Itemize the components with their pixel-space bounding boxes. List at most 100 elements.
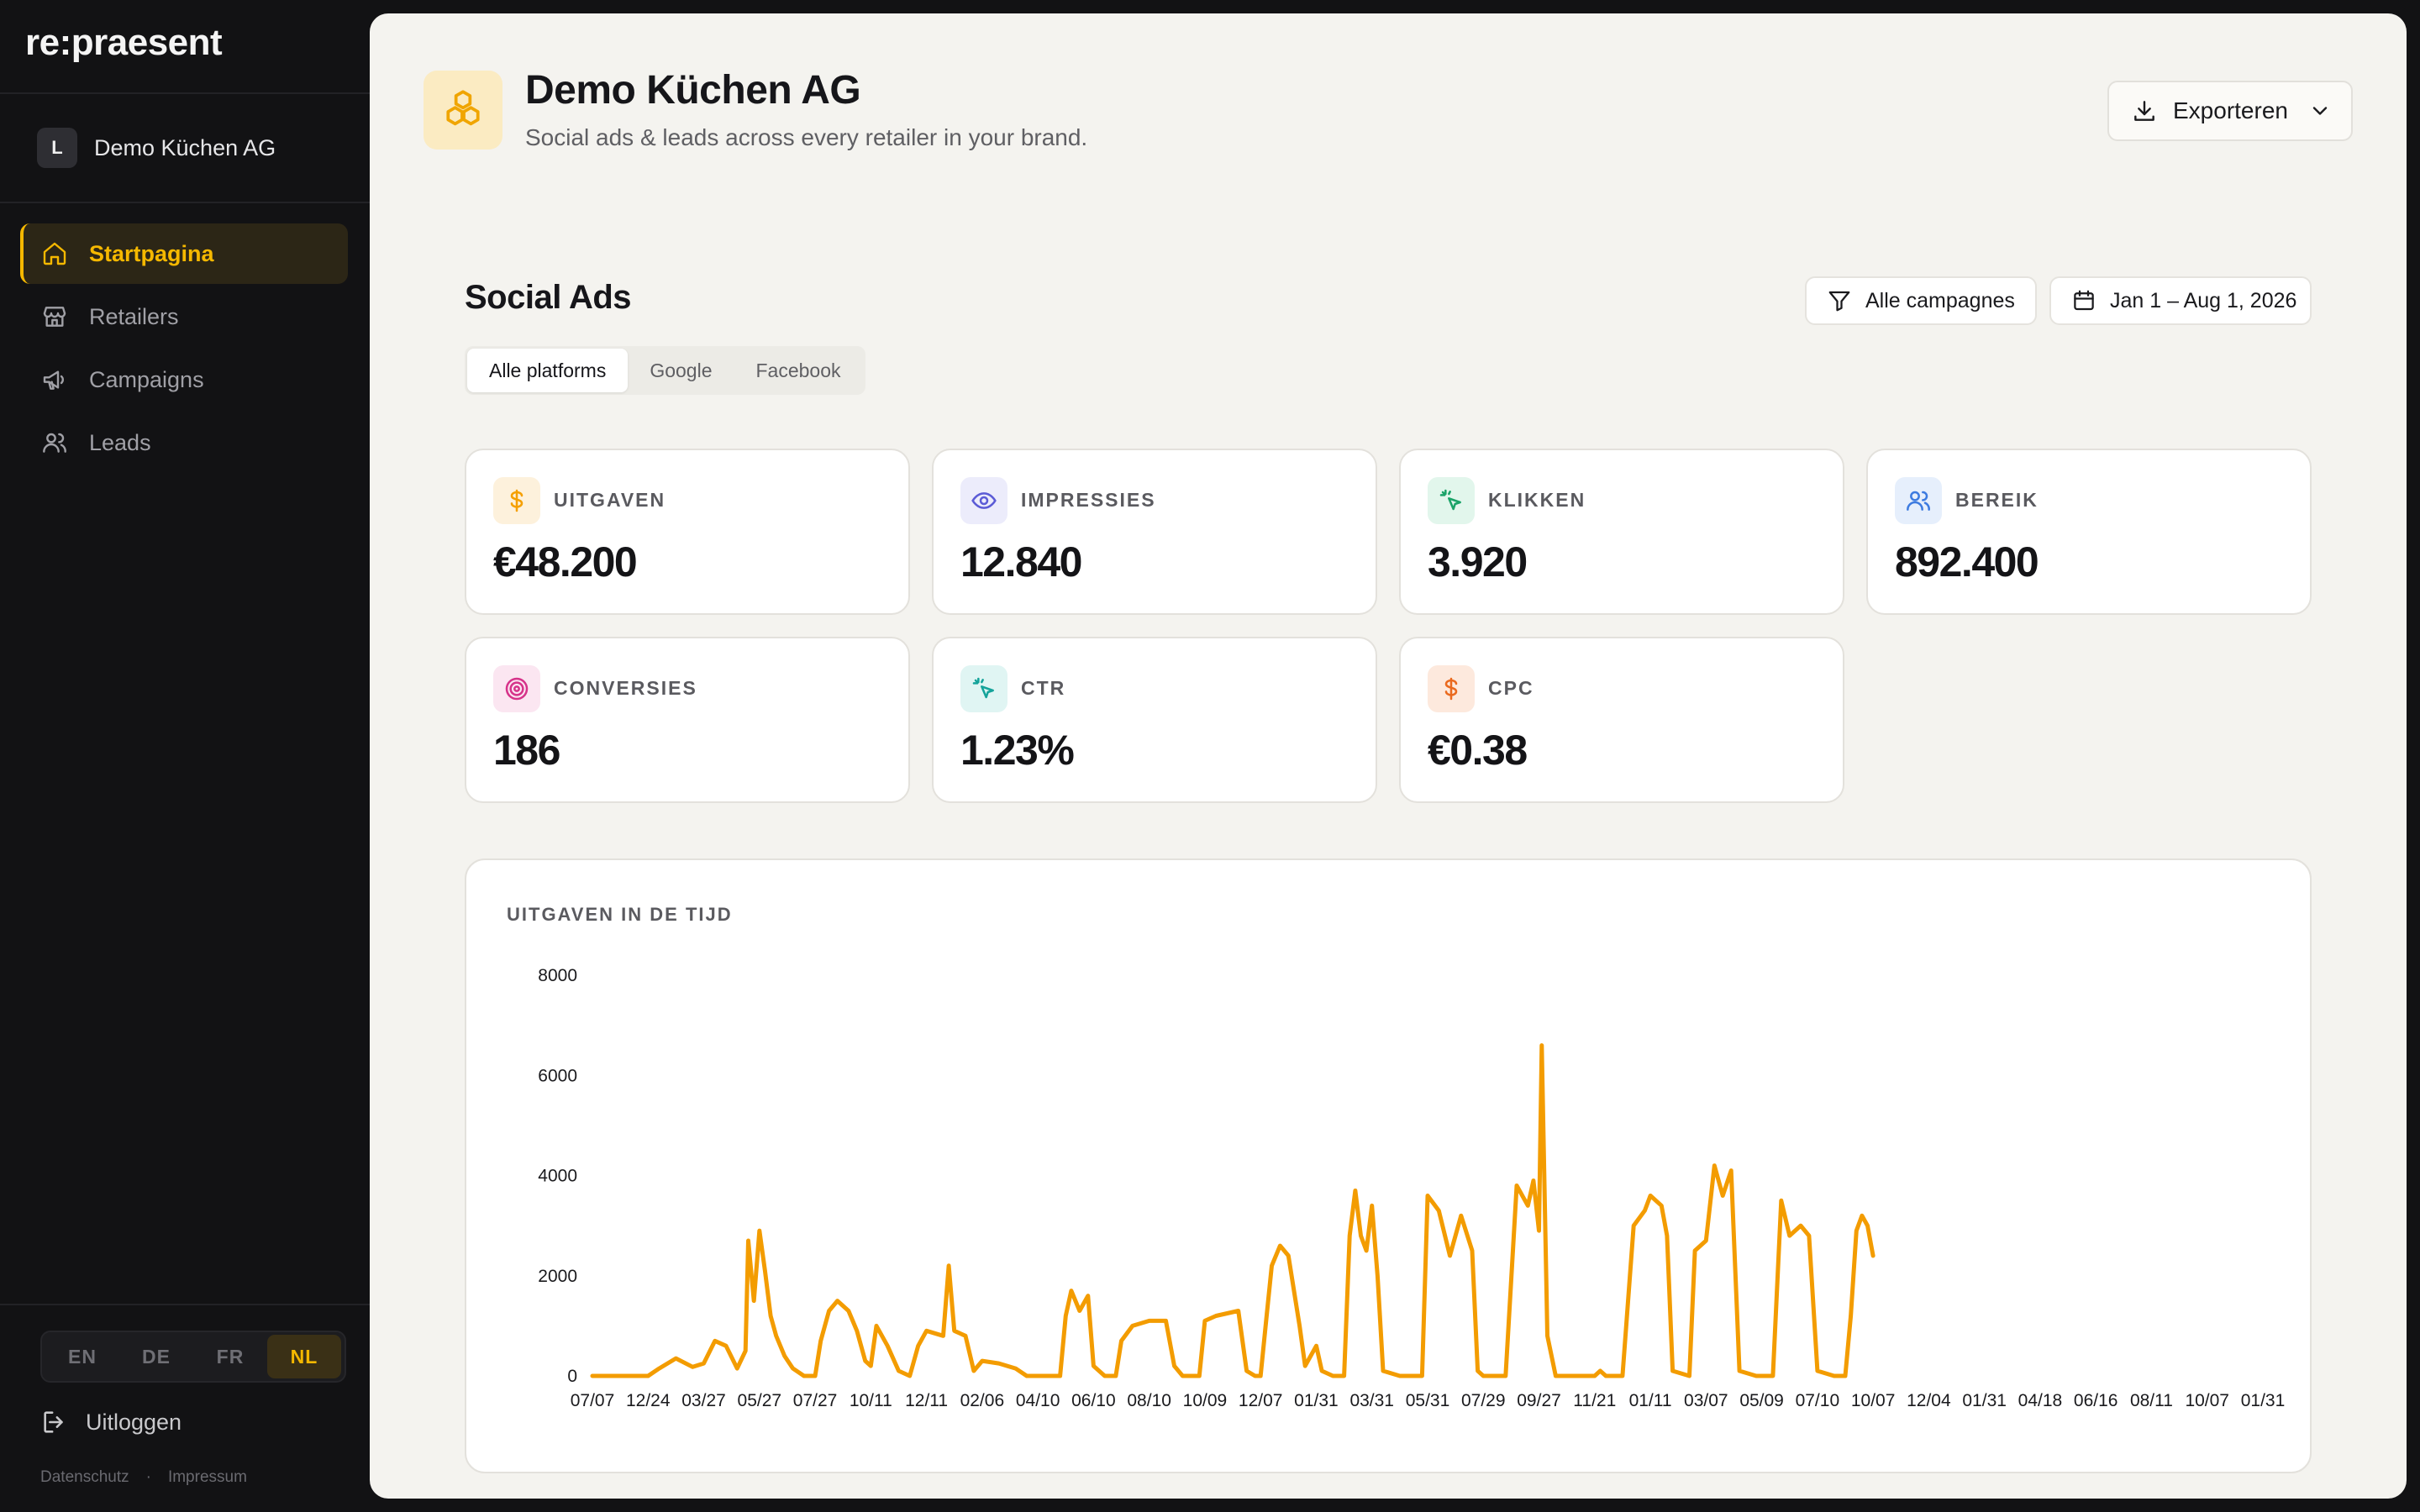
megaphone-icon [40, 365, 69, 394]
kpi-card-conversies: CONVERSIES 186 [465, 637, 910, 803]
page-title: Demo Küchen AG [525, 68, 861, 113]
x-tick-label: 10/07 [2185, 1391, 2229, 1410]
filter-icon [1827, 288, 1852, 313]
x-tick-label: 05/27 [738, 1391, 782, 1410]
footer-separator: · [145, 1468, 151, 1486]
x-tick-label: 07/10 [1796, 1391, 1840, 1410]
x-tick-label: 01/31 [2241, 1391, 2286, 1410]
kpi-card-impressies: IMPRESSIES 12.840 [932, 449, 1377, 615]
download-icon [2131, 97, 2158, 124]
x-tick-label: 07/07 [571, 1391, 615, 1410]
cubes-icon [442, 87, 484, 134]
org-switcher[interactable]: L Demo Küchen AG [37, 128, 276, 168]
x-tick-label: 03/31 [1349, 1391, 1394, 1410]
org-avatar: L [37, 128, 77, 168]
kpi-card-uitgaven: UITGAVEN €48.200 [465, 449, 910, 615]
x-tick-label: 12/24 [626, 1391, 671, 1410]
imprint-link[interactable]: Impressum [167, 1468, 247, 1486]
export-label: Exporteren [2173, 97, 2288, 123]
cursor-click-icon [1428, 477, 1475, 524]
platform-tabs: Alle platforms Google Facebook [465, 346, 865, 395]
language-option-en[interactable]: EN [68, 1345, 97, 1368]
kpi-value: 12.840 [960, 538, 1082, 585]
campaign-filter-label: Alle campagnes [1865, 288, 2015, 312]
users-icon [1895, 477, 1942, 524]
sidebar-item-label: Leads [89, 429, 151, 455]
x-tick-label: 12/04 [1907, 1391, 1951, 1410]
language-option-nl[interactable]: NL [267, 1335, 341, 1378]
kpi-label: IMPRESSIES [1021, 489, 1156, 511]
x-tick-label: 03/27 [681, 1391, 726, 1410]
spend-chart-card: UITGAVEN IN DE TIJD 0 2000 4000 6000 8000 07/… [465, 858, 2312, 1473]
sidebar-item-campaigns[interactable]: Campaigns [20, 349, 348, 410]
x-tick-label: 08/11 [2130, 1391, 2173, 1410]
kpi-value: 1.23% [960, 727, 1075, 774]
calendar-icon [2071, 288, 2096, 313]
x-tick-label: 04/18 [2018, 1391, 2063, 1410]
x-tick-label: 11/21 [1573, 1391, 1616, 1410]
x-tick-label: 01/11 [1629, 1391, 1672, 1410]
section-title: Social Ads [465, 279, 632, 316]
page-subtitle: Social ads & leads across every retailer… [525, 124, 1088, 150]
tab-google[interactable]: Google [650, 359, 713, 381]
sidebar-divider [0, 92, 370, 94]
language-option-de[interactable]: DE [142, 1345, 171, 1368]
x-tick-label: 06/10 [1071, 1391, 1116, 1410]
x-tick-label: 10/09 [1183, 1391, 1228, 1410]
privacy-link[interactable]: Datenschutz [40, 1468, 129, 1486]
campaign-filter-button[interactable]: Alle campagnes [1805, 276, 2037, 325]
language-option-fr[interactable]: FR [216, 1345, 245, 1368]
y-tick-label: 8000 [538, 966, 577, 985]
logout-button[interactable]: Uitloggen [40, 1408, 182, 1436]
kpi-card-cpc: CPC €0.38 [1399, 637, 1844, 803]
kpi-label: UITGAVEN [554, 489, 666, 511]
store-icon [40, 302, 69, 331]
y-tick-label: 4000 [538, 1167, 577, 1186]
kpi-card-bereik: BEREIK 892.400 [1866, 449, 2312, 615]
date-range-button[interactable]: Jan 1 – Aug 1, 2026 [2049, 276, 2312, 325]
kpi-value: €48.200 [493, 538, 638, 585]
chart-title: UITGAVEN IN DE TIJD [507, 904, 733, 925]
x-tick-label: 04/10 [1016, 1391, 1060, 1410]
x-tick-label: 05/09 [1739, 1391, 1784, 1410]
sidebar-item-retailers[interactable]: Retailers [20, 286, 348, 347]
y-tick-label: 6000 [538, 1066, 577, 1085]
sidebar-item-leads[interactable]: Leads [20, 412, 348, 473]
x-tick-label: 09/27 [1517, 1391, 1561, 1410]
kpi-value: €0.38 [1428, 727, 1528, 774]
x-tick-label: 03/07 [1684, 1391, 1728, 1410]
cursor-click-icon [960, 665, 1007, 712]
target-icon [493, 665, 540, 712]
kpi-value: 892.400 [1895, 538, 2039, 585]
eye-icon [960, 477, 1007, 524]
x-tick-label: 12/11 [905, 1391, 948, 1410]
x-tick-label: 10/07 [1851, 1391, 1896, 1410]
sidebar-item-label: Startpagina [89, 240, 214, 266]
tab-alle-platforms[interactable]: Alle platforms [467, 349, 629, 392]
sidebar-item-label: Retailers [89, 303, 179, 329]
users-icon [40, 428, 69, 457]
app-logo[interactable]: re:praesent [25, 22, 223, 63]
kpi-label: CPC [1488, 677, 1534, 699]
x-tick-label: 12/07 [1239, 1391, 1283, 1410]
sidebar-item-startpagina[interactable]: Startpagina [20, 223, 348, 284]
x-tick-label: 02/06 [960, 1391, 1005, 1410]
home-icon [40, 239, 69, 268]
x-tick-label: 05/31 [1406, 1391, 1450, 1410]
kpi-label: CTR [1021, 677, 1066, 699]
kpi-label: BEREIK [1955, 489, 2039, 511]
kpi-value: 186 [493, 727, 560, 774]
logout-icon [40, 1408, 69, 1436]
tab-facebook[interactable]: Facebook [755, 359, 841, 381]
brand-tile [424, 71, 502, 150]
sidebar: re:praesent L Demo Küchen AG Startpagina… [0, 0, 370, 1512]
kpi-card-klikken: KLIKKEN 3.920 [1399, 449, 1844, 615]
x-tick-label: 10/11 [850, 1391, 892, 1410]
chevron-down-icon [2308, 99, 2332, 123]
dollar-icon [493, 477, 540, 524]
kpi-value: 3.920 [1428, 538, 1528, 585]
export-button[interactable]: Exporteren [2107, 81, 2353, 141]
language-switcher: EN DE FR NL [40, 1331, 346, 1383]
spend-series-line[interactable] [590, 1043, 1876, 1378]
date-range-label: Jan 1 – Aug 1, 2026 [2110, 288, 2297, 312]
